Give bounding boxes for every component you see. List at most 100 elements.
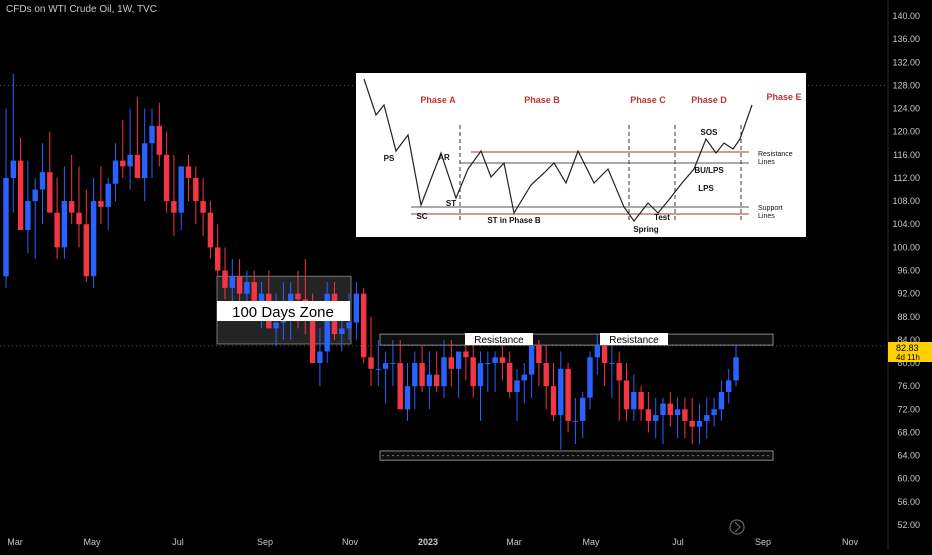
candle-body [47, 172, 53, 213]
candle-body [273, 322, 279, 329]
candles [3, 73, 739, 450]
candle-body [258, 293, 265, 306]
y-tick-label: 72.00 [897, 404, 920, 414]
candle-body [317, 351, 323, 364]
resistance-label-2: Resistance [609, 335, 659, 346]
y-tick-label: 76.00 [897, 381, 920, 391]
y-tick-label: 56.00 [897, 497, 920, 507]
candle-body [178, 166, 184, 213]
candle-body [112, 160, 119, 184]
candle-body [236, 276, 243, 294]
candle-body [397, 363, 403, 410]
candle-body [689, 420, 695, 427]
candle-body [324, 293, 330, 352]
candle-body [142, 143, 148, 178]
y-tick-label: 52.00 [897, 520, 920, 530]
candle-body [412, 363, 418, 387]
x-tick-label: Sep [755, 537, 771, 547]
candle-body [426, 374, 433, 387]
resistance-label-box-2 [600, 333, 668, 345]
candle-body [696, 420, 703, 427]
candle-body [514, 380, 520, 392]
candle-body [434, 374, 440, 387]
candle-body [623, 380, 630, 410]
y-tick-label: 124.00 [892, 104, 920, 114]
y-tick-label: 92.00 [897, 289, 920, 299]
candle-body [660, 403, 666, 416]
x-tick-label: May [582, 537, 600, 547]
annotations: 100 Days Zone Resistance Resistance [217, 301, 771, 535]
candle-body [565, 368, 571, 421]
y-tick-label: 80.00 [897, 358, 920, 368]
candle-body [631, 391, 637, 410]
candle-body [98, 201, 104, 207]
y-tick-label: 64.00 [897, 451, 920, 461]
candle-body [704, 415, 710, 421]
candle-body [76, 212, 82, 225]
candle-body [200, 201, 206, 213]
x-tick-label: Mar [7, 537, 23, 547]
phase-b-label: Phase B [524, 95, 560, 105]
y-tick-label: 136.00 [892, 34, 920, 44]
candle-body [32, 189, 38, 202]
x-tick-label: Jul [172, 537, 184, 547]
candle-body [149, 125, 155, 144]
candle-body [507, 363, 513, 392]
y-tick-label: 68.00 [897, 427, 920, 437]
x-tick-label: Mar [506, 537, 522, 547]
candle-body [645, 409, 652, 421]
x-axis: Mar May Jul Sep Nov 2023 Mar May Jul Sep Nov [7, 537, 858, 547]
candle-body [361, 293, 367, 358]
tv-logo-mark [734, 521, 741, 533]
candle-body [17, 160, 24, 231]
label-ar: AR [438, 153, 450, 162]
y-tick-label: 84.00 [897, 335, 920, 345]
candle-body [550, 386, 557, 416]
candle-body [163, 154, 170, 202]
wyckoff-price-path [363, 78, 753, 223]
label-lps: LPS [698, 184, 714, 193]
candle-body [3, 177, 9, 277]
candle-body [69, 201, 75, 213]
price-badge-value: 82.83 [896, 343, 919, 353]
candle-body [470, 357, 476, 387]
candle-body [726, 380, 732, 392]
candle-body [353, 293, 360, 323]
label-st-phase-b: ST in Phase B [487, 216, 541, 225]
zone-label: 100 Days Zone [232, 304, 334, 321]
x-tick-label: Jul [672, 537, 684, 547]
candle-body [295, 293, 301, 300]
candle-body [105, 183, 111, 207]
phase-a-label: Phase A [420, 95, 456, 105]
candle-body [346, 322, 352, 329]
candle-body [382, 363, 389, 369]
price-badge [888, 342, 932, 362]
candle-body [674, 409, 681, 416]
label-test: Test [654, 213, 670, 222]
y-tick-label: 128.00 [892, 80, 920, 90]
candle-body [90, 201, 97, 277]
x-tick-label: Nov [842, 537, 859, 547]
resistance-zone [379, 333, 774, 346]
candle-body [521, 374, 527, 381]
candle-body [499, 357, 506, 364]
candle-body [251, 282, 257, 306]
x-tick-label: Nov [342, 537, 359, 547]
label-sos: SOS [701, 128, 719, 137]
candle-body [309, 316, 316, 364]
y-tick-label: 140.00 [892, 11, 920, 21]
x-tick-label: Sep [257, 537, 273, 547]
candle-body [441, 357, 447, 387]
candle-body [375, 368, 381, 370]
candle-body [54, 212, 60, 248]
label-spring: Spring [633, 225, 658, 234]
wyckoff-inset: Phase A Phase B Phase C Phase D Phase E PS SC A… [356, 73, 806, 237]
candle-body [638, 391, 644, 410]
candle-body [448, 357, 454, 369]
label-st: ST [446, 199, 456, 208]
zone-label-box [217, 301, 350, 321]
candle-body [229, 276, 235, 288]
candle-body [193, 177, 199, 202]
x-tick-label: 2023 [418, 537, 438, 547]
